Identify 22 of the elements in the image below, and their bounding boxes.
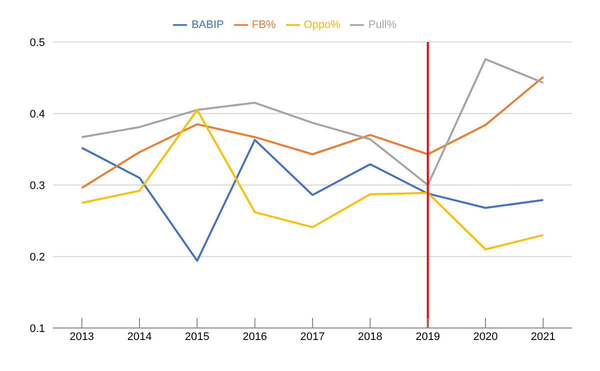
x-tick-label: 2013 (70, 330, 94, 343)
legend-label: Oppo% (304, 18, 340, 31)
y-tick-label: 0.4 (30, 108, 45, 120)
x-tick-label: 2015 (184, 330, 210, 343)
legend-label: BABIP (191, 18, 224, 31)
y-tick-label: 0.2 (30, 251, 45, 264)
line-series (80, 76, 544, 189)
y-tick-label: 0.1 (30, 322, 45, 335)
line-series (80, 58, 544, 186)
x-tick-label: 2017 (300, 330, 325, 343)
x-tick-label: 2021 (530, 330, 556, 343)
y-tick-label: 0.5 (30, 36, 45, 49)
x-tick-label: 2016 (242, 330, 268, 343)
line-series (80, 108, 544, 250)
y-tick-label: 0.3 (30, 180, 45, 192)
legend-label: Pull% (368, 18, 397, 31)
x-tick-label: 2019 (416, 330, 440, 343)
x-tick-label: 2014 (127, 330, 152, 343)
legend-label: FB% (252, 18, 276, 31)
x-tick-label: 2018 (358, 330, 382, 343)
line-series (80, 138, 544, 262)
x-tick-label: 2020 (473, 330, 498, 343)
